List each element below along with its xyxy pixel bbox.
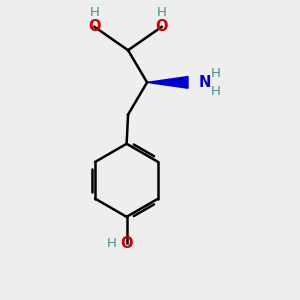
Text: H: H [211, 85, 220, 98]
Text: O: O [120, 236, 133, 250]
Text: O: O [155, 19, 168, 34]
Text: O: O [88, 19, 101, 34]
Text: H: H [89, 6, 99, 19]
Text: H: H [211, 67, 220, 80]
Text: H: H [157, 6, 166, 19]
Text: N: N [198, 75, 211, 90]
Text: H: H [106, 237, 116, 250]
Polygon shape [147, 76, 188, 88]
